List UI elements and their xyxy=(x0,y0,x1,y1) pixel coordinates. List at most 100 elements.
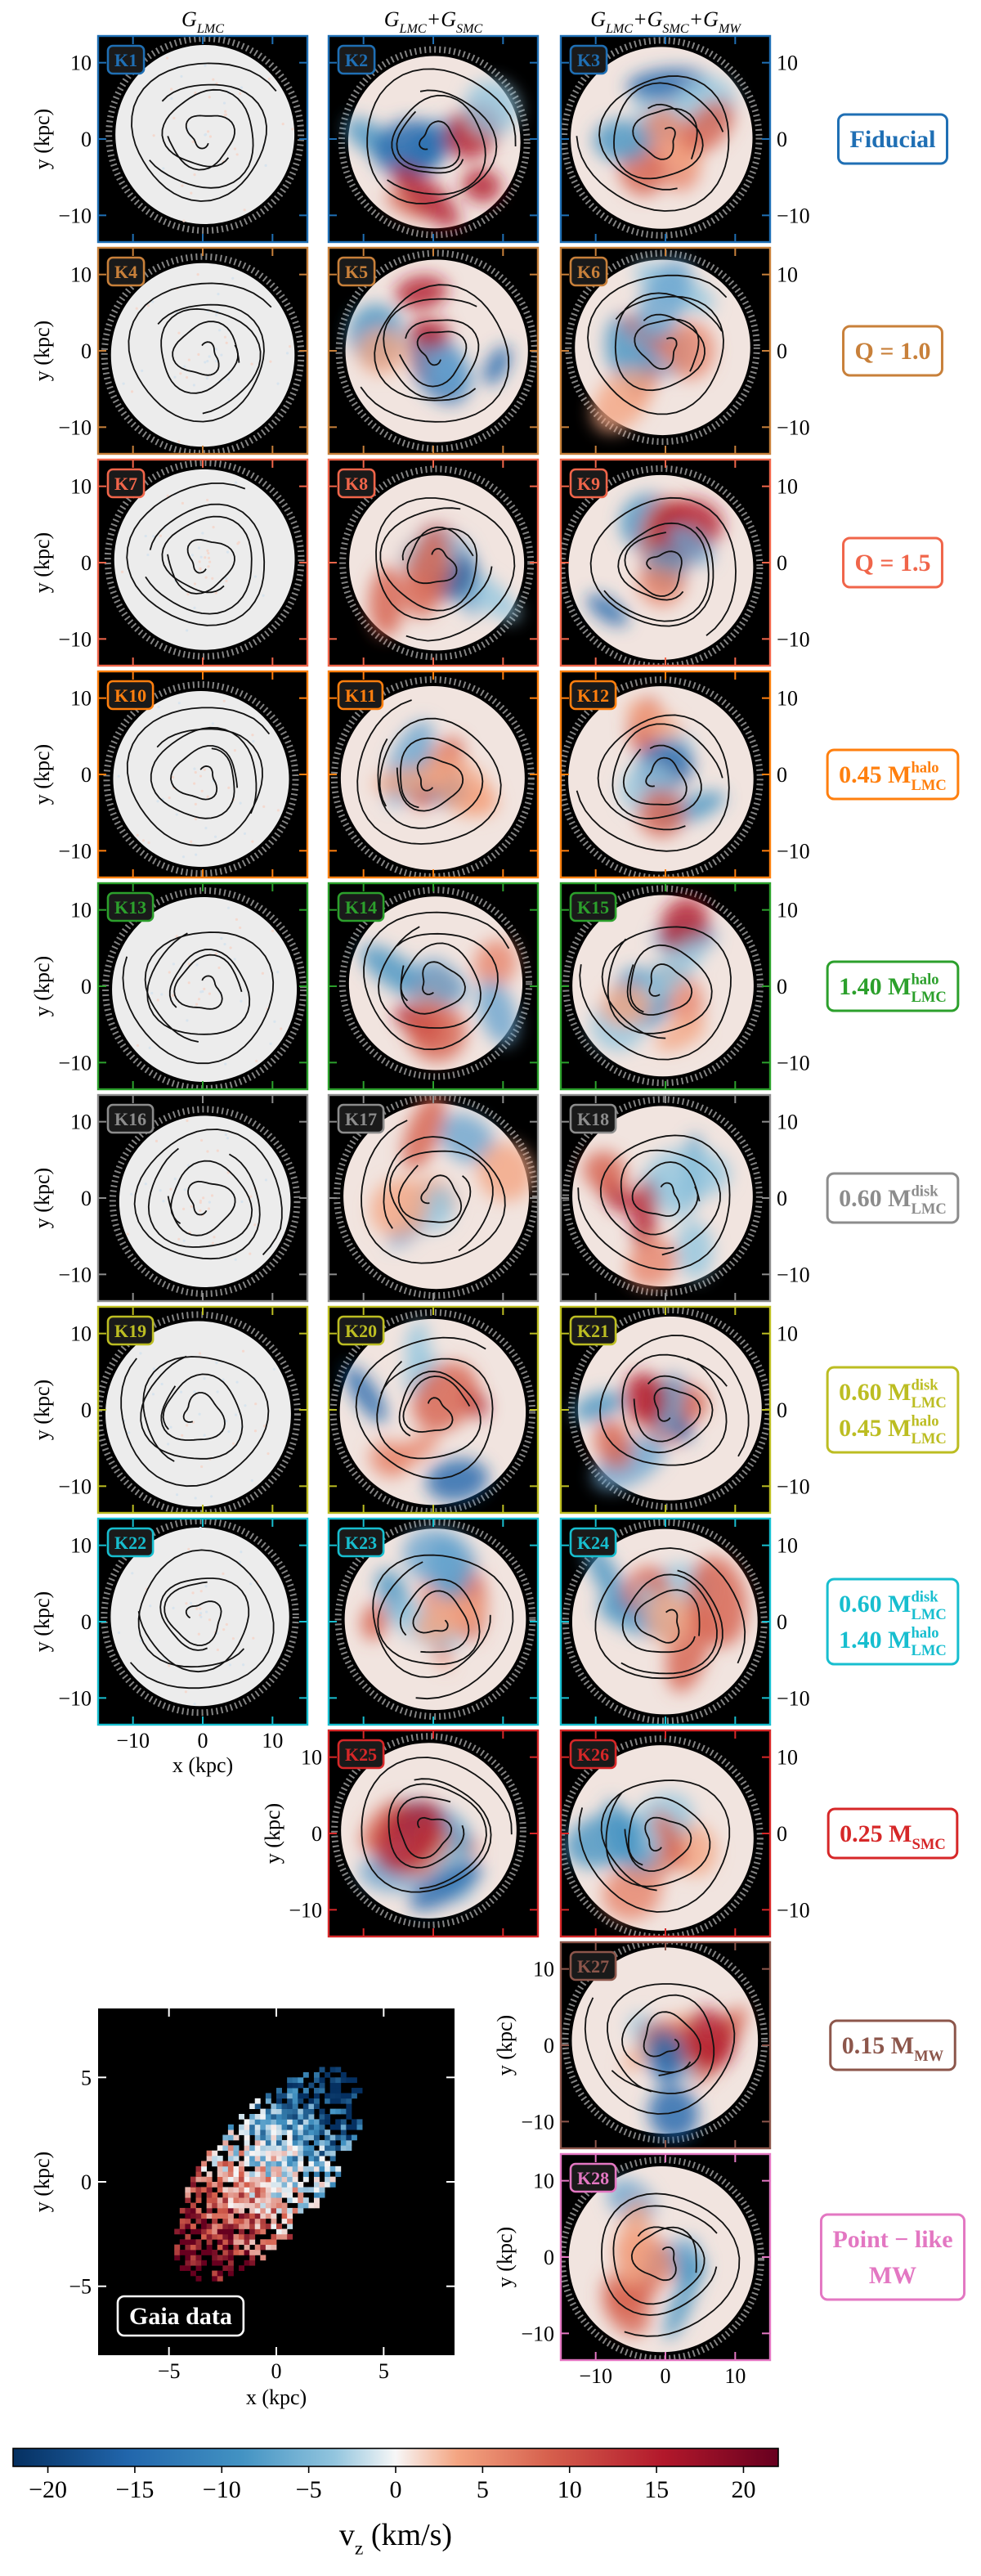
gaia-pixel xyxy=(340,2108,347,2115)
gaia-pixel xyxy=(340,2077,347,2084)
gaia-pixel xyxy=(260,2218,267,2224)
gaia-pixel xyxy=(206,2228,213,2235)
gaia-pixel xyxy=(340,2124,347,2130)
panel-label: K10 xyxy=(106,680,155,711)
speckle xyxy=(173,375,177,379)
y-tick-label: 10 xyxy=(777,1111,798,1134)
row-label: 0.25 M SMC xyxy=(826,1807,959,1860)
gaia-pixel xyxy=(335,2145,342,2152)
gaia-pixel xyxy=(195,2255,202,2261)
velocity-blobs xyxy=(369,525,520,637)
speckle xyxy=(199,1607,202,1610)
gaia-pixel xyxy=(249,2218,256,2224)
panel-label-box xyxy=(569,680,617,711)
gaia-pixel xyxy=(271,2171,277,2178)
disk-halo xyxy=(101,1519,299,1717)
gaia-pixel xyxy=(287,2077,293,2084)
y-tick-label: −10 xyxy=(777,1474,810,1498)
y-tick-label: 0 xyxy=(81,975,92,999)
gaia-pixel xyxy=(244,2202,250,2209)
row-label-text: 0.45 M xyxy=(839,761,911,788)
y-tick-label: 0 xyxy=(777,339,787,363)
gaia-pixel xyxy=(260,2213,267,2219)
gaia-pixel xyxy=(329,2098,336,2104)
gaia-pixel xyxy=(254,2182,261,2188)
row-label-text: 0.60 M xyxy=(839,1185,911,1212)
gaia-pixel xyxy=(239,2113,245,2120)
contour xyxy=(614,292,723,392)
gaia-pixel xyxy=(276,2171,282,2178)
panel-label-box xyxy=(337,1315,385,1346)
velocity-blob xyxy=(415,320,450,349)
rich-text: G LMC +G SMC +G MW xyxy=(590,7,741,36)
gaia-pixel xyxy=(265,2207,271,2214)
gaia-pixel xyxy=(298,2093,304,2099)
gaia-pixel xyxy=(287,2165,293,2172)
gaia-pixel xyxy=(292,2129,298,2135)
y-tick-label: 0 xyxy=(777,1398,787,1422)
velocity-blob xyxy=(357,329,405,375)
speckle xyxy=(233,147,237,150)
gaia-pixel xyxy=(276,2207,282,2214)
y-tick-label: 0 xyxy=(81,551,92,575)
y-axis-label: y (kpc) xyxy=(261,1803,284,1864)
velocity-blob xyxy=(635,258,692,342)
gaia-pixel xyxy=(254,2197,261,2203)
gaia-pixel xyxy=(239,2187,245,2193)
gaia-pixel xyxy=(254,2134,261,2141)
contour xyxy=(387,94,486,195)
gaia-pixel xyxy=(222,2161,229,2167)
panel-label-box xyxy=(569,1315,617,1346)
y-tick-label: 10 xyxy=(70,475,92,499)
gaia-pixel xyxy=(190,2202,196,2209)
speckle xyxy=(243,832,247,835)
gaia-pixel xyxy=(287,2182,293,2188)
gaia-pixel xyxy=(201,2224,208,2229)
speckle xyxy=(252,739,255,743)
velocity-blob xyxy=(395,275,448,309)
speckle xyxy=(249,1252,252,1255)
velocity-blob xyxy=(585,1542,630,1615)
colorbar-tick-label: 10 xyxy=(558,2476,582,2503)
gaia-pixel xyxy=(222,2265,229,2271)
gaia-pixel xyxy=(281,2202,288,2209)
subscript: SMC xyxy=(662,22,688,36)
gaia-pixel xyxy=(313,2171,320,2178)
gaia-pixel xyxy=(302,2071,309,2078)
gaia-pixel xyxy=(249,2202,256,2209)
gaia-pixel xyxy=(190,2176,196,2183)
contour xyxy=(129,1549,275,1690)
panel-label-box xyxy=(106,44,146,75)
gaia-pixel xyxy=(271,2108,277,2115)
velocity-blob xyxy=(617,2198,652,2289)
gaia-pixel xyxy=(281,2218,288,2224)
subscript: LMC xyxy=(399,22,427,36)
speckle xyxy=(199,1138,204,1142)
gaia-pixel xyxy=(319,2145,325,2152)
gaia-pixel xyxy=(185,2218,191,2224)
gaia-pixel xyxy=(190,2255,196,2261)
gaia-pixel xyxy=(308,2113,315,2120)
speckle xyxy=(271,929,275,932)
gaia-pixel xyxy=(195,2207,202,2214)
gaia-pixel xyxy=(227,2239,234,2246)
gaia-pixel xyxy=(346,2113,352,2120)
gaia-pixel xyxy=(265,2171,271,2178)
contour xyxy=(622,748,688,806)
y-tick-label: 10 xyxy=(777,1746,798,1770)
gaia-pixel xyxy=(287,2176,293,2183)
gaia-pixel xyxy=(249,2233,256,2240)
speckle xyxy=(220,353,223,357)
velocity-blob xyxy=(602,1866,661,1920)
gaia-pixel xyxy=(206,2156,213,2161)
panel-label-box xyxy=(337,1739,385,1770)
contour xyxy=(612,2205,718,2305)
panel-label-text: K11 xyxy=(345,685,376,706)
gaia-pixel xyxy=(195,2187,202,2193)
gaia-pixel xyxy=(292,2171,298,2178)
velocity-blobs xyxy=(360,940,518,1062)
